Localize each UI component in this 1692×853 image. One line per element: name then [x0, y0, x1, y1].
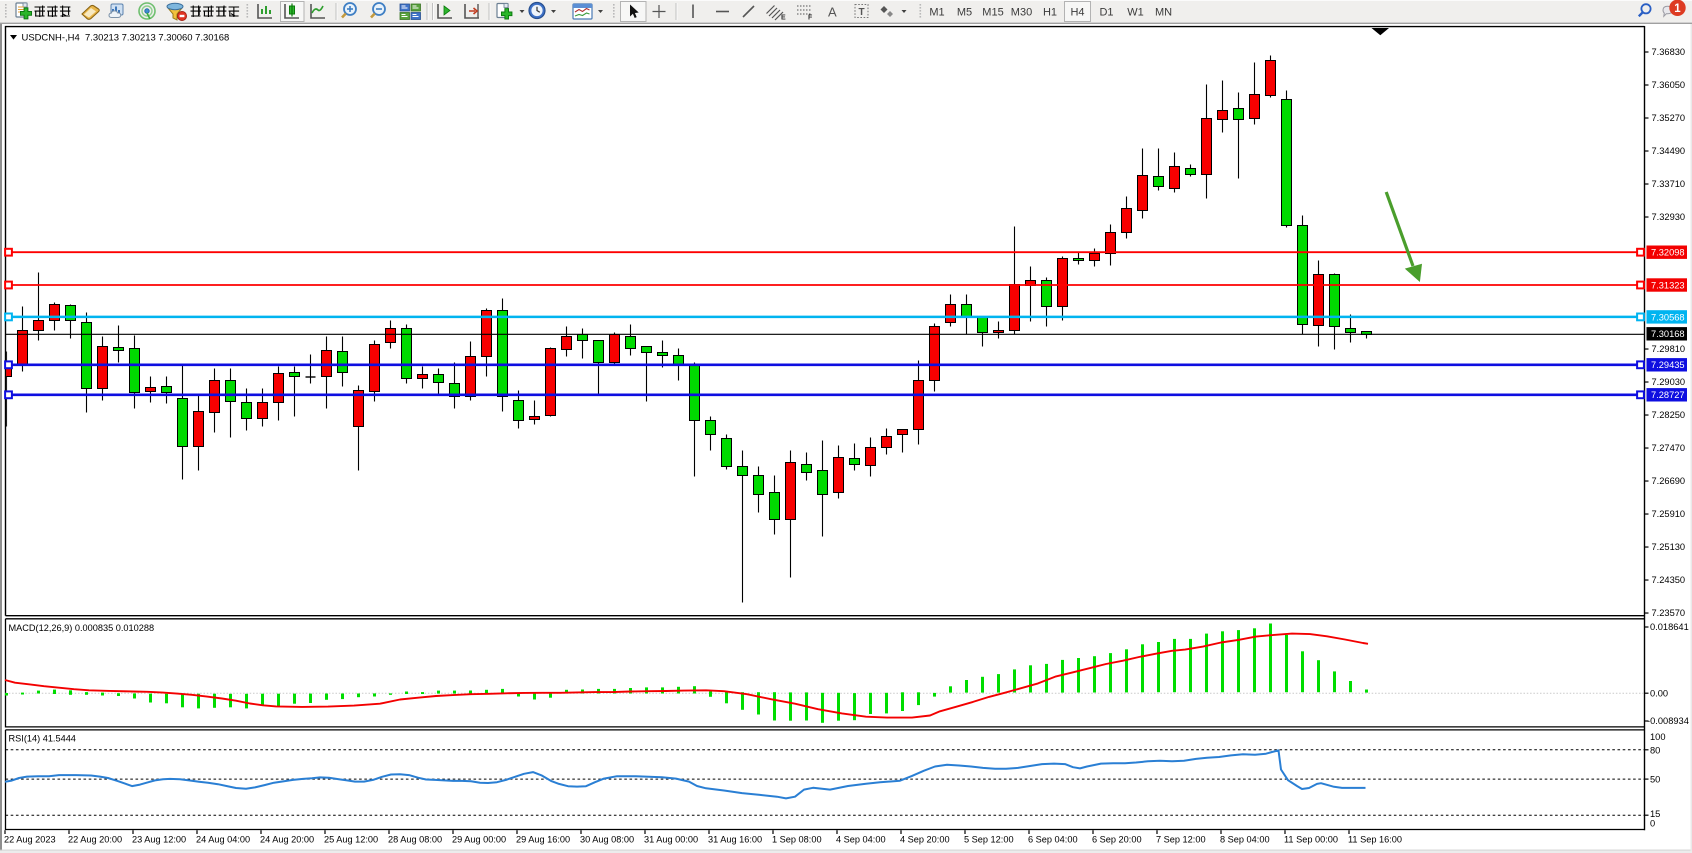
svg-text:8 Sep 04:00: 8 Sep 04:00: [1220, 835, 1270, 845]
svg-text:7.32098: 7.32098: [1651, 248, 1685, 258]
svg-text:M5: M5: [957, 6, 972, 18]
svg-text:7.30568: 7.30568: [1651, 312, 1685, 322]
svg-text:W1: W1: [1127, 6, 1144, 18]
svg-text:H4: H4: [1070, 6, 1084, 18]
svg-text:7.36050: 7.36050: [1652, 80, 1686, 90]
svg-text:USDCNH-,H4 7.30213 7.30213 7.: USDCNH-,H4 7.30213 7.30213 7.30060 7.301…: [22, 33, 230, 44]
svg-text:4 Sep 20:00: 4 Sep 20:00: [900, 835, 950, 845]
svg-text:15: 15: [1650, 809, 1660, 819]
svg-text:M1: M1: [929, 6, 944, 18]
svg-text:31 Aug 00:00: 31 Aug 00:00: [644, 835, 698, 845]
svg-text:H1: H1: [1043, 6, 1057, 18]
svg-text:E: E: [781, 15, 786, 22]
svg-text:6 Sep 04:00: 6 Sep 04:00: [1028, 835, 1078, 845]
svg-text:31 Aug 16:00: 31 Aug 16:00: [708, 835, 762, 845]
svg-text:A: A: [828, 5, 837, 20]
svg-text:0: 0: [1650, 819, 1655, 829]
svg-text:7.34490: 7.34490: [1652, 146, 1686, 156]
svg-text:7.36830: 7.36830: [1652, 47, 1686, 57]
svg-text:7.27470: 7.27470: [1652, 443, 1686, 453]
svg-text:D1: D1: [1099, 6, 1113, 18]
svg-text:24 Aug 20:00: 24 Aug 20:00: [260, 835, 314, 845]
svg-text:1 Sep 08:00: 1 Sep 08:00: [772, 835, 822, 845]
svg-text:7.23570: 7.23570: [1652, 608, 1686, 618]
svg-text:5 Sep 12:00: 5 Sep 12:00: [964, 835, 1014, 845]
svg-text:7.28250: 7.28250: [1652, 410, 1686, 420]
svg-text:M15: M15: [982, 6, 1003, 18]
svg-text:7.31323: 7.31323: [1651, 280, 1685, 290]
svg-text:23 Aug 12:00: 23 Aug 12:00: [132, 835, 186, 845]
svg-text:0.018641: 0.018641: [1650, 622, 1689, 632]
svg-text:22 Aug 20:00: 22 Aug 20:00: [68, 835, 122, 845]
svg-text:M30: M30: [1011, 6, 1032, 18]
svg-text:7.35270: 7.35270: [1652, 113, 1686, 123]
svg-text:-0.008934: -0.008934: [1647, 716, 1689, 726]
svg-text:7.33710: 7.33710: [1652, 179, 1686, 189]
svg-text:7.32930: 7.32930: [1652, 212, 1686, 222]
svg-text:29 Aug 16:00: 29 Aug 16:00: [516, 835, 570, 845]
svg-text:MN: MN: [1155, 6, 1172, 18]
svg-text:22 Aug 2023: 22 Aug 2023: [4, 835, 56, 845]
svg-text:30 Aug 08:00: 30 Aug 08:00: [580, 835, 634, 845]
svg-text:4 Sep 04:00: 4 Sep 04:00: [836, 835, 886, 845]
svg-text:100: 100: [1650, 732, 1666, 742]
svg-text:F: F: [808, 15, 813, 22]
svg-text:7.25910: 7.25910: [1652, 509, 1686, 519]
svg-text:7.26690: 7.26690: [1652, 476, 1686, 486]
svg-text:0.00: 0.00: [1650, 688, 1668, 698]
svg-text:29 Aug 00:00: 29 Aug 00:00: [452, 835, 506, 845]
svg-text:7.29810: 7.29810: [1652, 344, 1686, 354]
svg-text:MACD(12,26,9) 0.000835 0.01028: MACD(12,26,9) 0.000835 0.010288: [9, 623, 155, 633]
svg-text:11 Sep 00:00: 11 Sep 00:00: [1284, 835, 1338, 845]
svg-text:7.29435: 7.29435: [1651, 360, 1685, 370]
svg-text:7.24350: 7.24350: [1652, 575, 1686, 585]
svg-text:1: 1: [1674, 3, 1681, 15]
svg-text:50: 50: [1650, 775, 1660, 785]
svg-text:28 Aug 08:00: 28 Aug 08:00: [388, 835, 442, 845]
svg-text:7.30168: 7.30168: [1651, 329, 1685, 339]
svg-text:T: T: [859, 7, 865, 18]
svg-text:RSI(14) 41.5444: RSI(14) 41.5444: [9, 733, 76, 743]
svg-text:7.29030: 7.29030: [1652, 377, 1686, 387]
svg-text:6 Sep 20:00: 6 Sep 20:00: [1092, 835, 1142, 845]
svg-text:24 Aug 04:00: 24 Aug 04:00: [196, 835, 250, 845]
svg-text:11 Sep 16:00: 11 Sep 16:00: [1348, 835, 1402, 845]
svg-text:7.25130: 7.25130: [1652, 542, 1686, 552]
svg-text:80: 80: [1650, 746, 1660, 756]
svg-text:25 Aug 12:00: 25 Aug 12:00: [324, 835, 378, 845]
svg-text:7.28727: 7.28727: [1651, 390, 1685, 400]
svg-text:7 Sep 12:00: 7 Sep 12:00: [1156, 835, 1206, 845]
